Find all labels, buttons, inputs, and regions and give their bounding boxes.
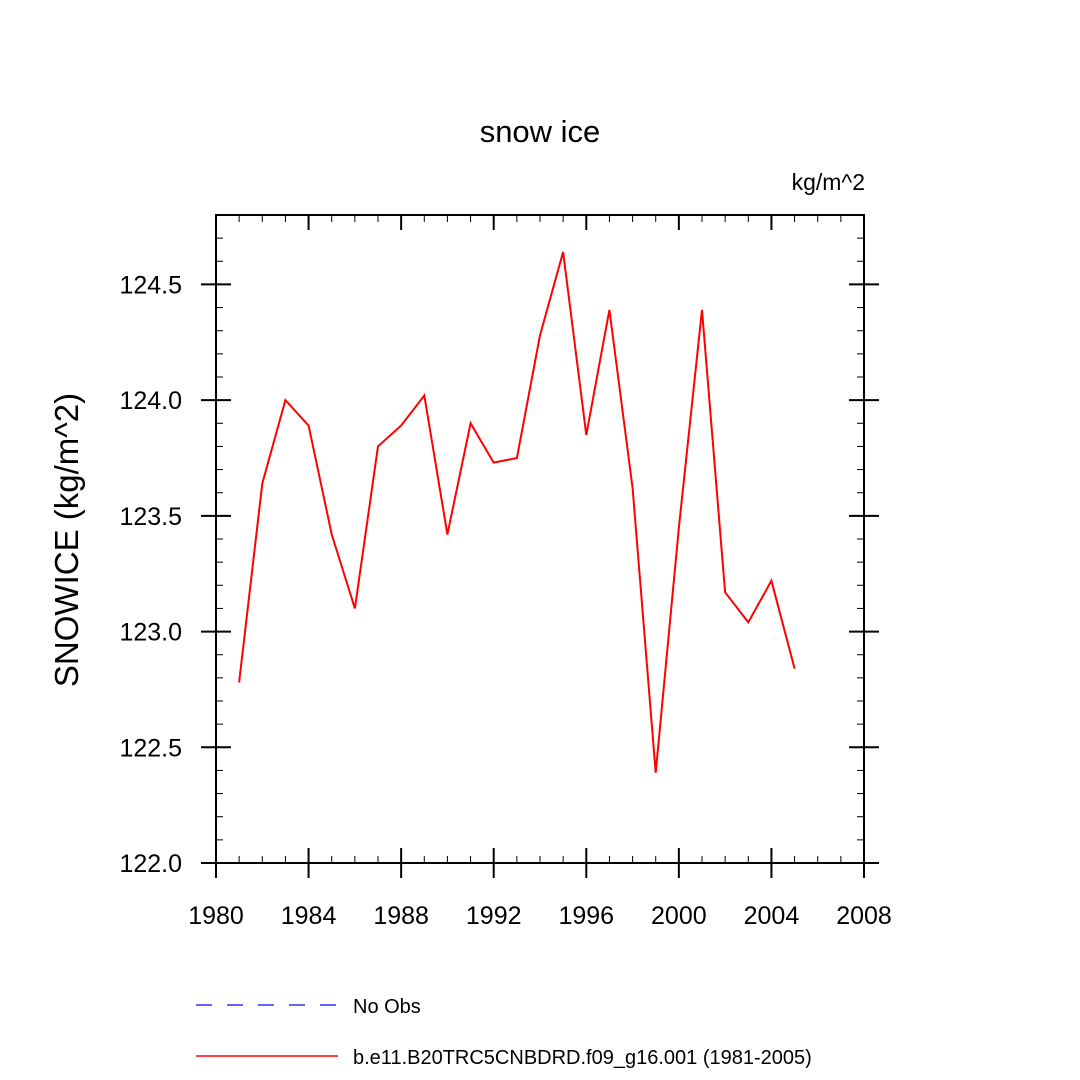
x-tick-label: 2008 (836, 902, 892, 930)
x-tick-label: 1984 (281, 902, 337, 930)
y-tick-label: 123.5 (119, 503, 182, 531)
units-label: kg/m^2 (792, 169, 865, 195)
y-tick-label: 122.0 (119, 850, 182, 878)
legend: No Obs b.e11.B20TRC5CNBDRD.f09_g16.001 (1… (196, 996, 812, 1069)
legend-label: No Obs (353, 996, 421, 1018)
y-tick-label: 123.0 (119, 619, 182, 647)
plot-frame (215, 214, 865, 864)
chart-title: snow ice (480, 114, 601, 149)
series-layer (238, 251, 796, 773)
x-tick-label: 2004 (744, 902, 800, 930)
legend-label: b.e11.B20TRC5CNBDRD.f09_g16.001 (1981-20… (353, 1047, 812, 1069)
y-tick-label: 122.5 (119, 734, 182, 762)
y-tick-label: 124.0 (119, 387, 182, 415)
series-line (238, 251, 796, 773)
x-tick-label: 1988 (373, 902, 429, 930)
tick-labels: 1980 1984 1988 1992 1996 2000 2004 2008 122.0 122… (119, 271, 891, 930)
x-tick-label: 1980 (188, 902, 244, 930)
y-axis-label: SNOWICE (kg/m^2) (48, 393, 85, 687)
x-tick-label: 1992 (466, 902, 522, 930)
y-tick-label: 124.5 (119, 271, 182, 299)
x-tick-label: 2000 (651, 902, 707, 930)
axis-ticks (201, 214, 879, 878)
x-tick-label: 1996 (558, 902, 614, 930)
